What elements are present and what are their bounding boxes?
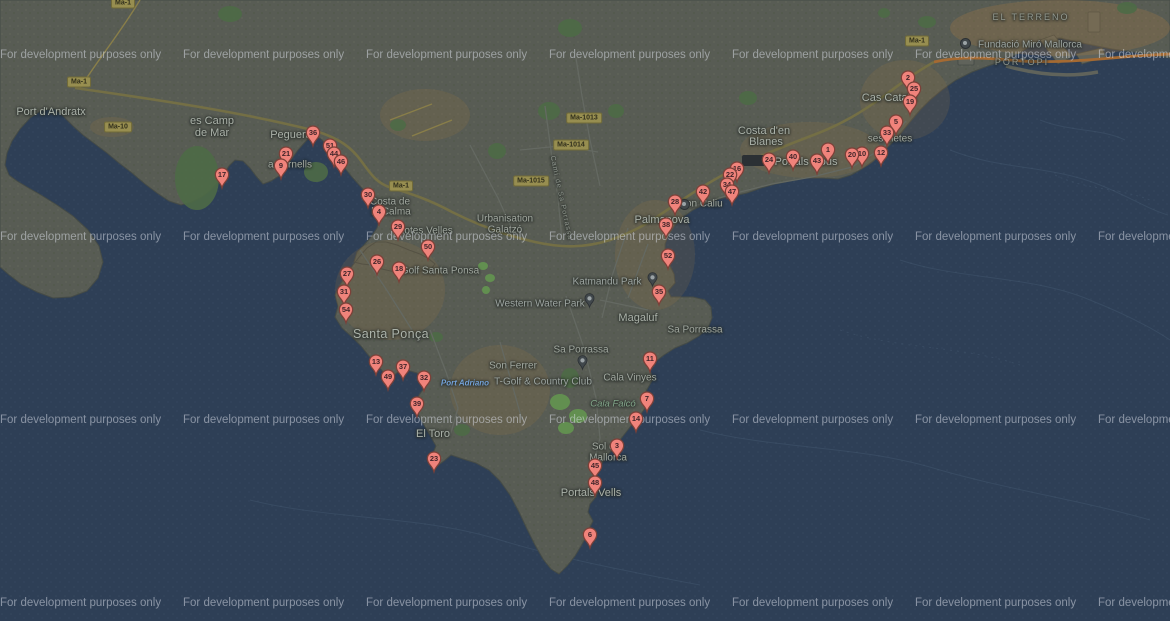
marker-pin-24[interactable]: 24 (761, 152, 777, 176)
marker-pin-28[interactable]: 28 (667, 194, 683, 218)
marker-pin-42[interactable]: 42 (695, 184, 711, 208)
svg-text:46: 46 (337, 157, 345, 166)
marker-pin-33[interactable]: 33 (879, 125, 895, 149)
marker-pin-6[interactable]: 6 (582, 527, 598, 551)
svg-text:20: 20 (848, 150, 856, 159)
svg-text:48: 48 (591, 478, 599, 487)
svg-text:11: 11 (646, 354, 654, 363)
marker-pin-44[interactable]: 44 (326, 146, 342, 170)
svg-text:39: 39 (413, 399, 421, 408)
svg-text:44: 44 (330, 149, 339, 158)
svg-text:34: 34 (723, 180, 732, 189)
svg-text:9: 9 (279, 161, 283, 170)
marker-pin-39[interactable]: 39 (409, 396, 425, 420)
marker-pin-17[interactable]: 17 (214, 167, 230, 191)
svg-text:19: 19 (906, 97, 914, 106)
marker-pin-47[interactable]: 47 (724, 184, 740, 208)
svg-text:13: 13 (372, 357, 380, 366)
svg-text:29: 29 (394, 222, 402, 231)
marker-pin-30[interactable]: 30 (360, 187, 376, 211)
marker-pin-1[interactable]: 1 (820, 142, 836, 166)
marker-pin-32[interactable]: 32 (416, 370, 432, 394)
svg-text:38: 38 (662, 220, 670, 229)
marker-pin-26[interactable]: 26 (369, 254, 385, 278)
svg-text:27: 27 (343, 269, 351, 278)
svg-text:51: 51 (326, 141, 334, 150)
marker-pin-7[interactable]: 7 (639, 391, 655, 415)
svg-text:24: 24 (765, 155, 774, 164)
marker-pin-36[interactable]: 36 (305, 125, 321, 149)
svg-text:32: 32 (420, 373, 428, 382)
svg-text:12: 12 (877, 148, 885, 157)
marker-pin-23[interactable]: 23 (426, 451, 442, 475)
fundacio-miro-mallorca-poi[interactable] (959, 37, 971, 49)
svg-text:5: 5 (894, 117, 898, 126)
marker-pin-4[interactable]: 4 (371, 204, 387, 228)
svg-text:18: 18 (395, 264, 403, 273)
svg-text:42: 42 (699, 187, 707, 196)
marker-pin-35[interactable]: 35 (651, 284, 667, 308)
svg-text:28: 28 (671, 197, 679, 206)
svg-text:26: 26 (373, 257, 381, 266)
svg-text:23: 23 (430, 454, 438, 463)
svg-text:45: 45 (591, 461, 599, 470)
marker-pin-52[interactable]: 52 (660, 248, 676, 272)
marker-pin-9[interactable]: 9 (273, 158, 289, 182)
svg-text:2: 2 (906, 73, 910, 82)
svg-text:6: 6 (588, 530, 592, 539)
marker-pin-46[interactable]: 46 (333, 154, 349, 178)
svg-text:50: 50 (424, 242, 432, 251)
marker-pin-12[interactable]: 12 (873, 145, 889, 169)
svg-text:4: 4 (377, 207, 382, 216)
svg-text:1: 1 (826, 145, 830, 154)
marker-pin-43[interactable]: 43 (809, 153, 825, 177)
svg-text:33: 33 (883, 128, 891, 137)
marker-pin-50[interactable]: 50 (420, 239, 436, 263)
svg-text:25: 25 (910, 84, 918, 93)
svg-text:21: 21 (282, 149, 290, 158)
katmandu-park-poi[interactable] (647, 272, 658, 288)
svg-text:36: 36 (309, 128, 317, 137)
svg-text:7: 7 (645, 394, 649, 403)
marker-pin-13[interactable]: 13 (368, 354, 384, 378)
svg-text:47: 47 (728, 187, 736, 196)
marker-pin-48[interactable]: 48 (587, 475, 603, 499)
svg-text:49: 49 (384, 372, 392, 381)
svg-text:40: 40 (789, 152, 797, 161)
svg-text:14: 14 (632, 414, 641, 423)
svg-text:30: 30 (364, 190, 372, 199)
svg-text:17: 17 (218, 170, 226, 179)
marker-pin-3[interactable]: 3 (609, 438, 625, 462)
marker-pin-11[interactable]: 11 (642, 351, 658, 375)
marker-pin-5[interactable]: 5 (888, 114, 904, 138)
marker-pin-29[interactable]: 29 (390, 219, 406, 243)
svg-text:31: 31 (340, 287, 348, 296)
svg-text:43: 43 (813, 156, 821, 165)
svg-text:52: 52 (664, 251, 672, 260)
t-golf-country-club-poi[interactable] (577, 355, 588, 371)
marker-pin-19[interactable]: 19 (902, 94, 918, 118)
svg-text:54: 54 (342, 305, 351, 314)
svg-text:35: 35 (655, 287, 663, 296)
marker-pin-14[interactable]: 14 (628, 411, 644, 435)
svg-text:37: 37 (399, 362, 407, 371)
marker-pin-37[interactable]: 37 (395, 359, 411, 383)
western-water-park-poi[interactable] (584, 293, 595, 309)
marker-pin-38[interactable]: 38 (658, 217, 674, 241)
svg-text:16: 16 (733, 164, 741, 173)
marker-pin-40[interactable]: 40 (785, 149, 801, 173)
marker-pin-54[interactable]: 54 (338, 302, 354, 326)
svg-text:10: 10 (858, 149, 866, 158)
marker-pin-18[interactable]: 18 (391, 261, 407, 285)
marker-pin-49[interactable]: 49 (380, 369, 396, 393)
marker-pin-20[interactable]: 20 (844, 147, 860, 171)
svg-text:3: 3 (615, 441, 619, 450)
svg-text:22: 22 (726, 170, 734, 179)
